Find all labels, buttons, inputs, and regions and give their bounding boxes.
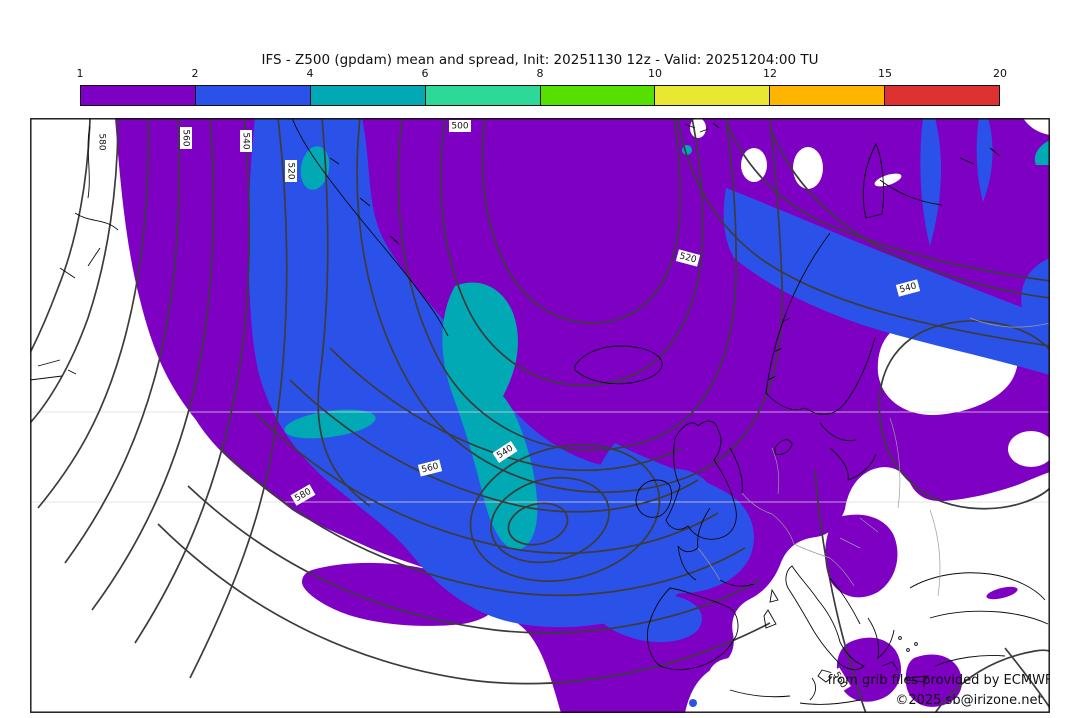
colorbar-segment — [81, 86, 196, 105]
colorbar-tick-labels: 1 2 4 6 8 10 12 15 20 — [76, 67, 1008, 81]
spread-fill-4-6 — [284, 140, 1050, 550]
colorbar-tick: 10 — [648, 67, 662, 80]
colorbar-segment — [885, 86, 999, 105]
contour-label: 560 — [181, 129, 191, 146]
contour-label: 540 — [899, 281, 918, 295]
white-spots — [690, 118, 1050, 687]
contour-labels: 580 560 540 520 500 520 540 540 560 580 … — [96, 120, 921, 693]
colorbar-tick: 12 — [763, 67, 777, 80]
colorbar-segment — [770, 86, 886, 105]
contour-label: 520 — [286, 162, 296, 179]
contour-label: 540 — [241, 132, 251, 149]
colorbar-tick: 1 — [76, 67, 84, 80]
colorbar-segment — [425, 86, 541, 105]
map-canvas: 580 560 540 520 500 520 540 540 560 580 … — [30, 118, 1050, 713]
colorbar-segment — [310, 86, 426, 105]
purple-islands — [825, 514, 1018, 707]
weather-map: 580 560 540 520 500 520 540 540 560 580 … — [30, 118, 1050, 713]
coastlines — [30, 118, 1049, 705]
contour-label: 560 — [421, 461, 440, 475]
colorbar-tick: 6 — [421, 67, 429, 80]
colorbar-segment — [540, 86, 656, 105]
country-borders — [697, 317, 1050, 597]
attribution-copyright: ©2025 sb@irizone.net — [895, 693, 1042, 708]
contour-lines — [30, 118, 1050, 713]
colorbar-tick: 8 — [536, 67, 544, 80]
colorbar — [80, 85, 1000, 106]
colorbar-tick: 4 — [306, 67, 314, 80]
contour-label: 500 — [451, 122, 468, 132]
contour-label: 580 — [97, 133, 107, 150]
colorbar-tick: 2 — [191, 67, 199, 80]
chart-title: IFS - Z500 (gpdam) mean and spread, Init… — [261, 52, 819, 68]
contour-label: 520 — [678, 251, 697, 265]
colorbar-tick: 20 — [993, 67, 1007, 80]
colorbar-tick: 15 — [878, 67, 892, 80]
colorbar-segment — [655, 86, 771, 105]
colorbar-segment — [195, 86, 311, 105]
attribution-source: from grib files provided by ECMWF — [828, 673, 1050, 688]
map-frame — [30, 118, 1050, 713]
